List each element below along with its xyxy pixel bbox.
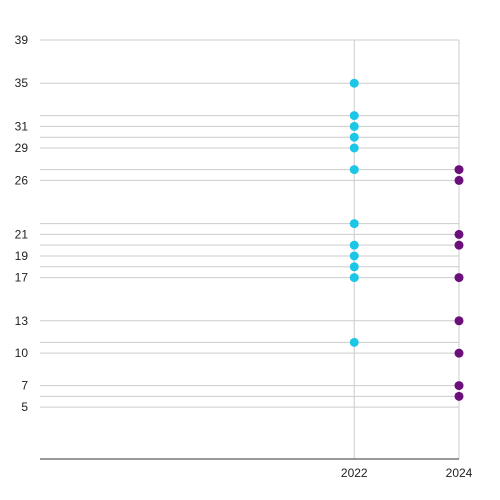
data-point: [349, 165, 359, 175]
y-tick-label: 21: [15, 227, 29, 241]
y-tick-label: 5: [21, 400, 28, 414]
x-tick-label: 2022: [341, 466, 368, 480]
data-point: [454, 175, 464, 185]
data-point: [454, 273, 464, 283]
data-point: [349, 251, 359, 261]
data-point: [349, 262, 359, 272]
y-tick-label: 7: [21, 379, 28, 393]
data-point: [349, 273, 359, 283]
data-point: [349, 219, 359, 229]
data-point: [454, 240, 464, 250]
data-point: [349, 337, 359, 347]
data-point: [454, 229, 464, 239]
y-tick-label: 39: [15, 33, 29, 47]
y-tick-label: 19: [15, 249, 29, 263]
grid-lines: [40, 39, 460, 459]
y-tick-label: 31: [15, 119, 29, 133]
data-point: [454, 165, 464, 175]
data-point: [454, 348, 464, 358]
data-point: [349, 78, 359, 88]
y-tick-label: 13: [15, 314, 29, 328]
data-point: [349, 240, 359, 250]
data-point: [349, 132, 359, 142]
y-tick-label: 17: [15, 271, 29, 285]
data-point: [454, 316, 464, 326]
data-point: [454, 391, 464, 401]
data-points: [349, 78, 464, 401]
data-point: [349, 111, 359, 121]
data-point: [454, 381, 464, 391]
y-tick-label: 10: [15, 346, 29, 360]
tick-labels: 39 35 31 29 26 21 19 17 13 10 7 5 2022 2024: [15, 33, 473, 480]
data-point: [349, 143, 359, 153]
data-point: [349, 121, 359, 131]
x-tick-label: 2024: [446, 466, 473, 480]
y-tick-label: 26: [15, 173, 29, 187]
y-tick-label: 29: [15, 141, 29, 155]
y-tick-label: 35: [15, 76, 29, 90]
